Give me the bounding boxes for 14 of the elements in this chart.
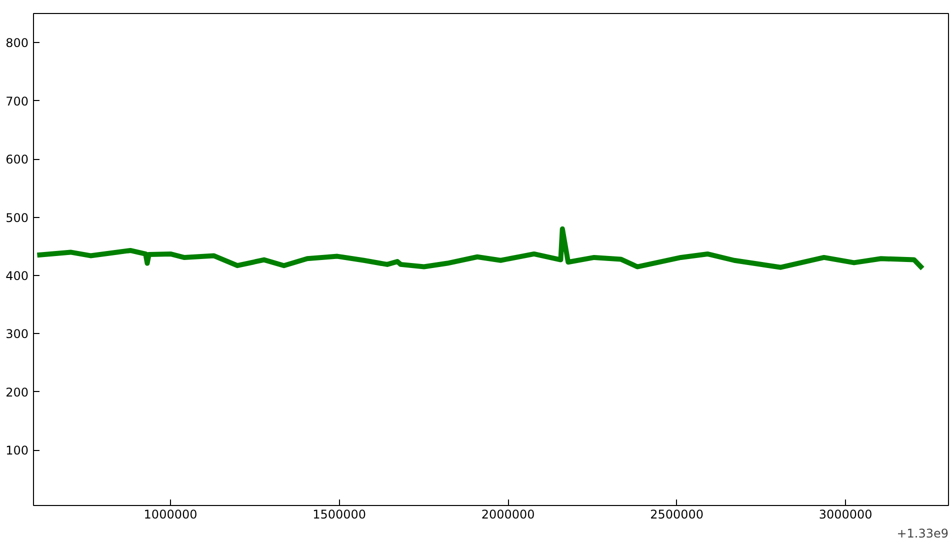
- y-tick-label: 400: [6, 269, 28, 284]
- x-tick-label: 3000000: [818, 508, 872, 522]
- y-tick-label: 500: [6, 210, 28, 225]
- y-tick-label: 100: [6, 444, 28, 458]
- x-tick-label: 1000000: [144, 508, 198, 522]
- y-tick-label: 800: [6, 36, 28, 50]
- y-tick-label: 700: [6, 94, 28, 108]
- y-tick-label: 600: [6, 152, 28, 167]
- x-tick-label: 2000000: [481, 508, 535, 522]
- x-tick-label: 2500000: [650, 508, 704, 522]
- y-tick-label: 300: [6, 327, 28, 342]
- y-tick-label: 200: [6, 385, 28, 400]
- text: +1.33e9: [896, 526, 949, 540]
- x-tick-label: 1500000: [312, 508, 366, 522]
